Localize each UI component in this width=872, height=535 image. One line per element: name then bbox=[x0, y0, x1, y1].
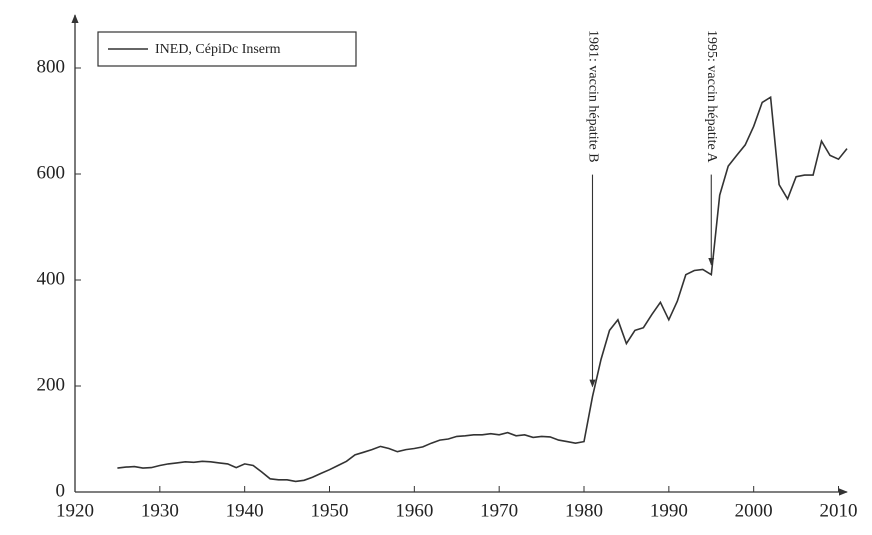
x-tick-label: 1940 bbox=[226, 500, 264, 521]
annotation: 1981: vaccin hépatite B bbox=[585, 30, 600, 163]
x-tick-label: 1960 bbox=[395, 500, 433, 521]
data-line bbox=[117, 95, 848, 483]
x-tick-label: 1930 bbox=[141, 500, 179, 521]
x-tick-label: 2010 bbox=[820, 500, 858, 521]
y-tick-label: 600 bbox=[37, 162, 66, 183]
x-tick-label: 1920 bbox=[56, 500, 94, 521]
y-tick-label: 400 bbox=[37, 268, 66, 289]
x-tick-label: 1980 bbox=[565, 500, 603, 521]
x-tick-label: 1970 bbox=[480, 500, 518, 521]
x-tick-label: 1950 bbox=[311, 500, 349, 521]
y-tick-label: 0 bbox=[56, 480, 66, 501]
legend: INED, CépiDc Inserm bbox=[97, 31, 357, 67]
legend-label: INED, CépiDc Inserm bbox=[155, 42, 281, 57]
annotation: 1995: vaccin hépatite A bbox=[704, 30, 719, 163]
y-tick-label: 800 bbox=[37, 56, 66, 77]
x-tick-label: 1990 bbox=[650, 500, 688, 521]
y-tick-label: 200 bbox=[37, 374, 66, 395]
x-tick-label: 2000 bbox=[735, 500, 773, 521]
